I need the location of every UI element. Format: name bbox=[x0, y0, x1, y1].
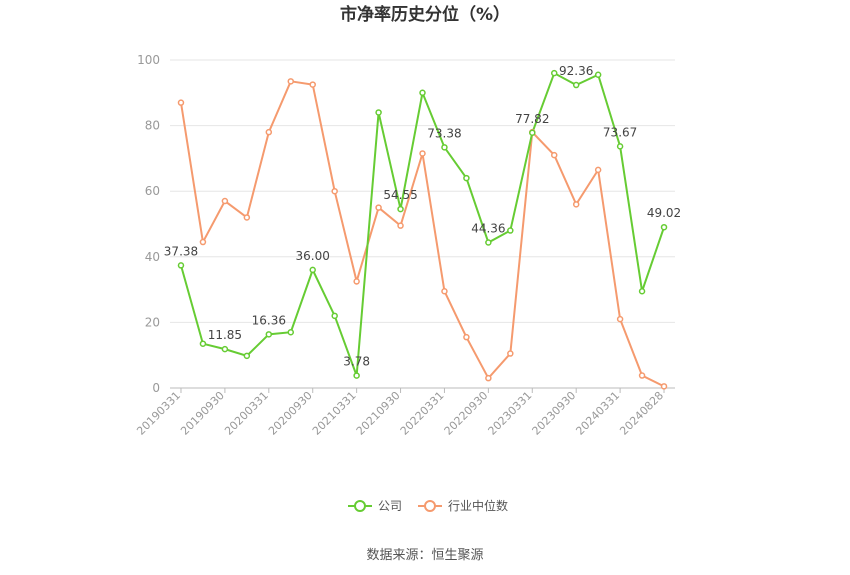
data-label-20: 73.67 bbox=[603, 125, 637, 139]
y-axis: 0 20 40 60 80 100 bbox=[137, 53, 160, 395]
legend-marker-0 bbox=[354, 500, 366, 512]
series-0-point-7 bbox=[331, 312, 338, 320]
series-1-point-17 bbox=[550, 151, 558, 159]
series-1-point-15 bbox=[507, 350, 514, 357]
series-0-point-19 bbox=[594, 71, 602, 79]
data-label-8: 3.78 bbox=[343, 355, 370, 369]
series-0-point-13 bbox=[463, 174, 470, 182]
data-label-16: 77.82 bbox=[515, 112, 549, 126]
x-tick-label-20200930: 20200930 bbox=[266, 389, 315, 438]
x-tick-label-20200331: 20200331 bbox=[222, 389, 271, 438]
series-0-point-5 bbox=[287, 328, 295, 336]
series-0-point-10 bbox=[397, 205, 404, 213]
series-0-point-14 bbox=[485, 239, 492, 246]
x-tick-label-20230930: 20230930 bbox=[530, 389, 579, 438]
legend-marker-1 bbox=[424, 500, 436, 512]
series-0-point-18 bbox=[572, 81, 580, 89]
series-points bbox=[177, 69, 668, 390]
series-0-point-1 bbox=[199, 340, 207, 347]
data-label-14: 44.36 bbox=[471, 221, 505, 235]
x-tick-label-20220331: 20220331 bbox=[398, 389, 447, 438]
legend-item-0[interactable]: 公司 bbox=[348, 499, 402, 513]
y-tick-label-80: 80 bbox=[145, 119, 160, 133]
series-0-point-6 bbox=[309, 266, 316, 274]
data-label-0: 37.38 bbox=[164, 244, 198, 258]
series-1-point-5 bbox=[287, 78, 295, 85]
series-1-point-22 bbox=[660, 383, 668, 390]
series-1-point-9 bbox=[375, 204, 382, 211]
series-0-point-11 bbox=[419, 89, 426, 97]
series-1-point-18 bbox=[572, 201, 580, 208]
series-1-point-2 bbox=[221, 197, 229, 205]
series-0-point-3 bbox=[243, 352, 251, 360]
series-1-point-4 bbox=[265, 128, 273, 136]
series-0-point-22 bbox=[660, 223, 668, 231]
series-0-point-9 bbox=[375, 109, 382, 116]
series-0-point-17 bbox=[550, 69, 558, 77]
source-note: 数据来源：恒生聚源 bbox=[366, 548, 483, 563]
series-lines bbox=[179, 71, 665, 388]
data-label-10: 54.55 bbox=[383, 188, 417, 202]
x-tick-label-20190331: 20190331 bbox=[134, 389, 183, 438]
series-0-point-16 bbox=[529, 129, 536, 137]
data-label-12: 73.38 bbox=[427, 126, 461, 140]
x-tick-label-20210331: 20210331 bbox=[310, 389, 359, 438]
series-1-point-19 bbox=[594, 166, 602, 174]
series-1-point-12 bbox=[441, 287, 448, 295]
series-0-point-21 bbox=[638, 287, 646, 295]
series-1-point-8 bbox=[353, 278, 360, 285]
y-tick-label-100: 100 bbox=[137, 53, 160, 67]
x-tick-label-20230331: 20230331 bbox=[486, 389, 535, 438]
data-label-6: 36.00 bbox=[296, 249, 330, 263]
series-1-point-7 bbox=[331, 187, 338, 195]
series-1-point-11 bbox=[419, 150, 426, 157]
y-tick-label-20: 20 bbox=[145, 315, 160, 329]
legend-label-1: 行业中位数 bbox=[448, 498, 508, 513]
series-0-point-4 bbox=[265, 331, 273, 338]
x-tick-label-20190930: 20190930 bbox=[178, 389, 227, 438]
legend[interactable]: 公司 行业中位数 bbox=[348, 498, 508, 513]
gridlines bbox=[170, 59, 675, 323]
series-0-point-20 bbox=[616, 143, 624, 150]
series-1-point-1 bbox=[199, 238, 207, 246]
data-label-4: 16.36 bbox=[252, 313, 286, 327]
data-label-2: 11.85 bbox=[208, 328, 242, 342]
series-line-1 bbox=[179, 80, 665, 388]
y-tick-label-40: 40 bbox=[145, 250, 160, 264]
series-1-point-6 bbox=[309, 81, 316, 88]
x-tick-label-20240331: 20240331 bbox=[573, 389, 622, 438]
series-1-point-14 bbox=[485, 374, 492, 382]
x-tick-label-20220930: 20220930 bbox=[442, 389, 491, 438]
series-0-point-8 bbox=[353, 372, 360, 379]
series-0-point-15 bbox=[507, 227, 514, 234]
series-1-point-10 bbox=[397, 222, 404, 229]
legend-item-1[interactable]: 行业中位数 bbox=[418, 498, 508, 513]
series-0-point-0 bbox=[177, 262, 185, 269]
data-label-22: 49.02 bbox=[647, 206, 681, 220]
series-0-point-2 bbox=[221, 345, 229, 353]
y-tick-label-60: 60 bbox=[145, 184, 160, 198]
series-1-point-13 bbox=[463, 333, 470, 341]
series-0-point-12 bbox=[441, 144, 448, 151]
data-labels: 37.38 11.85 16.36 36.00 3.78 54.55 73.38 44.36 7… bbox=[164, 64, 681, 369]
x-axis: 2019033120190930202003312020093020210331… bbox=[134, 387, 675, 438]
data-label-18: 92.36 bbox=[559, 64, 593, 78]
series-1-point-0 bbox=[177, 99, 185, 106]
series-1-point-20 bbox=[616, 315, 624, 323]
legend-label-0: 公司 bbox=[378, 499, 402, 513]
series-1-point-21 bbox=[638, 372, 646, 379]
y-tick-label-0: 0 bbox=[152, 381, 160, 395]
series-1-point-3 bbox=[243, 214, 251, 221]
chart-title: 市净率历史分位（%） bbox=[340, 4, 510, 25]
x-tick-label-20210930: 20210930 bbox=[354, 389, 403, 438]
series-line-0 bbox=[180, 71, 665, 376]
x-tick-label-20240828: 20240828 bbox=[617, 389, 666, 438]
